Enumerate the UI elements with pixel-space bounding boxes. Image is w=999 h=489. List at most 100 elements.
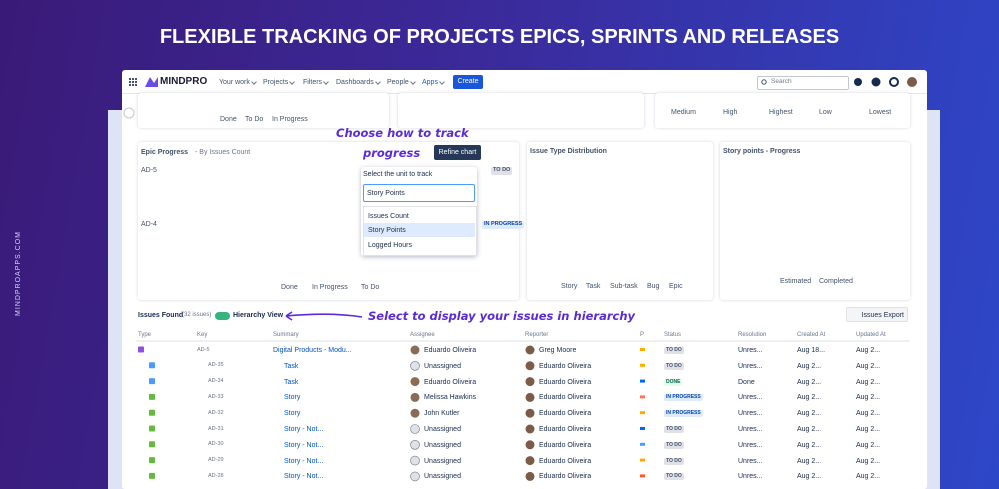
- option-highlight: [364, 223, 475, 237]
- legend-label: Story: [561, 283, 578, 290]
- nav-item[interactable]: Filters: [303, 79, 329, 86]
- assignee: Unassigned: [424, 457, 461, 465]
- card: [138, 93, 389, 128]
- annotation: progress: [363, 146, 421, 160]
- status-badge: IN PROGRESS: [664, 410, 703, 418]
- resolution: Unres...: [738, 347, 763, 354]
- reporter: Eduardo Oliveira: [539, 410, 592, 418]
- updated-at: Aug 2...: [856, 378, 881, 386]
- search-text[interactable]: Search: [771, 78, 792, 85]
- legend-label: In Progress: [272, 116, 308, 123]
- issue-summary[interactable]: Story: [284, 410, 301, 418]
- column-header: Reporter: [525, 332, 549, 338]
- legend-label: Epic: [669, 283, 683, 290]
- reporter-avatar: [525, 361, 535, 371]
- column-header: Resolution: [738, 332, 767, 338]
- legend-label: To Do: [361, 284, 380, 291]
- created-at: Aug 2...: [797, 441, 822, 449]
- chevron: [409, 79, 416, 85]
- card: [527, 142, 713, 300]
- legend-label: Estimated: [780, 278, 812, 285]
- reporter-avatar: [525, 471, 535, 481]
- type-icon: [138, 346, 144, 353]
- created-at: Aug 2...: [797, 394, 822, 402]
- reporter-avatar: [525, 456, 535, 466]
- table-title: Issues Found: [138, 312, 184, 319]
- created-at: Aug 2...: [797, 473, 822, 481]
- issue-summary[interactable]: Story: [284, 394, 301, 402]
- issue-summary[interactable]: Story - Not...: [284, 426, 324, 433]
- nav-item[interactable]: Your work: [219, 79, 257, 86]
- issue-key: AD-33: [208, 393, 224, 400]
- reporter-avatar: [525, 408, 535, 418]
- notification-icon: [854, 78, 862, 86]
- search-box[interactable]: [757, 76, 849, 90]
- create-button[interactable]: Create: [453, 75, 483, 89]
- issue-key: AD-29: [208, 457, 224, 464]
- status-badge: TO DO: [664, 426, 684, 433]
- issue-key: AD-32: [208, 409, 224, 416]
- type-icon: [149, 425, 155, 432]
- assignee-avatar: [410, 455, 420, 466]
- created-at: Aug 18...: [797, 347, 826, 354]
- resolution: Unres...: [738, 410, 763, 418]
- legend-label: Done: [281, 284, 298, 291]
- chevron: [251, 79, 257, 85]
- export-button[interactable]: Issues Export: [846, 307, 908, 322]
- issue-summary[interactable]: Task: [284, 362, 299, 370]
- toggle-label[interactable]: Hierarchy View: [233, 312, 284, 319]
- grid-icon: [132, 81, 134, 83]
- assignee-avatar: [410, 392, 420, 402]
- nav-item[interactable]: Apps: [422, 79, 445, 86]
- assignee-avatar: [410, 345, 420, 355]
- reporter: Eduardo Oliveira: [539, 426, 592, 433]
- legend-label: Task: [586, 283, 601, 290]
- reporter: Eduardo Oliveira: [539, 473, 592, 481]
- status-badge: TO DO: [664, 362, 684, 370]
- help-icon: [871, 77, 881, 87]
- updated-at: Aug 2...: [856, 457, 881, 465]
- reporter: Greg Moore: [539, 347, 577, 354]
- nav-item[interactable]: Dashboards: [336, 79, 381, 86]
- refine-button[interactable]: Refine chart: [434, 145, 481, 160]
- reporter-avatar: [525, 424, 535, 434]
- dropdown-selected[interactable]: Story Points: [367, 190, 405, 197]
- column-header: Assignee: [410, 332, 435, 338]
- legend-label: Done: [220, 116, 237, 123]
- issue-summary[interactable]: Story - Not...: [284, 441, 324, 449]
- resolution: Unres...: [738, 457, 763, 465]
- legend-label: To Do: [245, 116, 264, 123]
- issue-key: AD-5: [197, 346, 210, 353]
- issue-summary[interactable]: Task: [284, 378, 299, 386]
- logo-icon: [145, 77, 158, 87]
- hierarchy-toggle[interactable]: [215, 312, 230, 320]
- issue-key: AD-35: [208, 362, 224, 369]
- status-badge: TO DO: [664, 441, 684, 449]
- issue-summary[interactable]: Digital Products - Modu...: [273, 347, 352, 354]
- dropdown-option[interactable]: Story Points: [368, 227, 406, 234]
- grid-icon: [135, 81, 137, 83]
- reporter-avatar: [525, 440, 535, 450]
- legend-label: Bug: [647, 283, 660, 290]
- issue-summary[interactable]: Story - Not...: [284, 473, 324, 481]
- priority-icon: [640, 458, 645, 462]
- nav-item[interactable]: People: [387, 79, 416, 86]
- chevron: [289, 79, 296, 85]
- annotation: Select to display your issues in hierarc…: [368, 309, 636, 323]
- dropdown-select[interactable]: [363, 184, 475, 202]
- chevron: [323, 79, 329, 85]
- dropdown-option[interactable]: Issues Count: [368, 213, 409, 220]
- assignee-avatar: [410, 471, 420, 482]
- column-header: Status: [664, 332, 682, 338]
- updated-at: Aug 2...: [856, 410, 881, 418]
- priority-icon: [640, 427, 645, 430]
- issue-summary[interactable]: Story - Not...: [284, 457, 324, 465]
- priority-label: Highest: [769, 109, 793, 116]
- nav-item[interactable]: Projects: [263, 79, 296, 86]
- resolution: Unres...: [738, 426, 763, 433]
- issue-key: AD-34: [208, 378, 224, 385]
- resolution: Done: [738, 378, 755, 386]
- dropdown-option[interactable]: Logged Hours: [368, 242, 412, 249]
- priority-icon: [640, 363, 645, 367]
- priority-icon: [640, 379, 645, 383]
